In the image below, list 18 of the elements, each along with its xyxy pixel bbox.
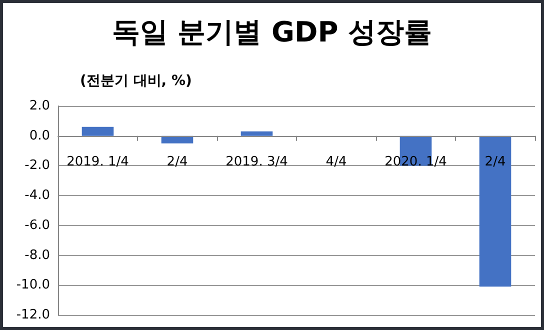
bar [240,131,273,136]
x-tick-label: 4/4 [326,154,347,170]
y-tick-label: -6.0 [24,218,50,233]
chart-title: 독일 분기별 GDP 성장률 [112,16,432,48]
y-tick-label: -2.0 [24,158,50,174]
y-tick-label: 0.0 [29,128,50,144]
y-tick-label: -12.0 [16,308,50,322]
y-tick-label: 2.0 [29,98,50,114]
x-tick-label: 2/4 [484,154,506,170]
y-tick-label: -4.0 [24,188,50,204]
bar [82,126,114,136]
x-tick-label: 2/4 [166,154,188,170]
y-tick-label: -8.0 [24,248,50,263]
bar [479,136,512,287]
chart-subtitle: (전분기 대비, %) [80,73,192,89]
y-tick-label: -10.0 [16,278,50,293]
x-tick-label: 2019. 3/4 [226,154,288,170]
x-tick-label: 2019. 1/4 [66,154,129,170]
